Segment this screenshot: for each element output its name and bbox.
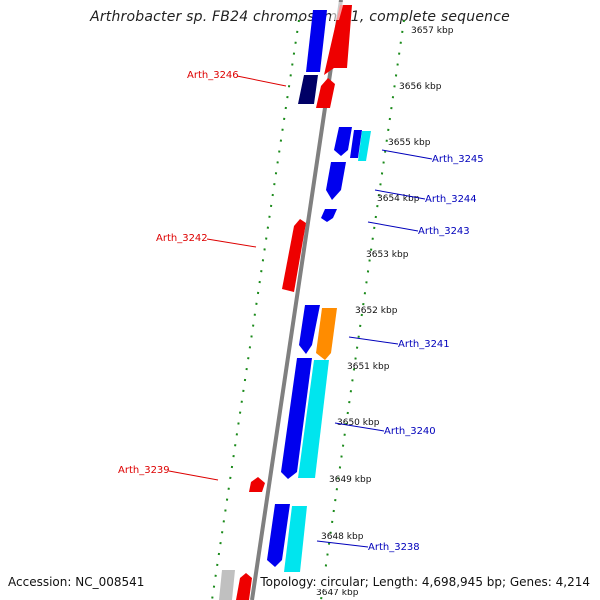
gene-label[interactable]: Arth_3242: [156, 233, 208, 244]
gene-arrow[interactable]: [298, 360, 329, 478]
accession-text: Accession: NC_008541: [8, 575, 145, 589]
gene-arrow[interactable]: [249, 477, 265, 492]
scale-label: 3657 kbp: [411, 26, 454, 36]
gene-label[interactable]: Arth_3239: [118, 465, 170, 476]
gene-arrow[interactable]: [326, 162, 346, 200]
gene-label[interactable]: Arth_3241: [398, 339, 450, 350]
gene-label[interactable]: Arth_3246: [187, 70, 239, 81]
gene-label[interactable]: Arth_3244: [425, 194, 477, 205]
gene-arrow[interactable]: [324, 5, 352, 75]
scale-label: 3654 kbp: [377, 194, 420, 204]
scale-label: 3651 kbp: [347, 362, 390, 372]
gene-arrow[interactable]: [298, 75, 318, 104]
gene-arrow[interactable]: [316, 78, 335, 108]
scale-label: 3648 kbp: [321, 532, 364, 542]
gene-arrow[interactable]: [281, 358, 312, 479]
gene-arrow[interactable]: [282, 219, 306, 292]
gene-arrow[interactable]: [306, 10, 327, 72]
gene-arrow[interactable]: [299, 305, 320, 354]
scale-label: 3655 kbp: [388, 138, 431, 148]
topology-summary: Topology: circular; Length: 4,698,945 bp…: [260, 575, 590, 589]
gene-arrow[interactable]: [350, 130, 362, 158]
gene-label[interactable]: Arth_3245: [432, 154, 484, 165]
gene-arrow[interactable]: [219, 570, 235, 600]
scale-label: 3652 kbp: [355, 306, 398, 316]
scale-label: 3653 kbp: [366, 250, 409, 260]
gene-arrow[interactable]: [321, 209, 337, 222]
forward-gene-labels: Arth_3246 Arth_3242 Arth_3239: [118, 70, 287, 481]
gene-label[interactable]: Arth_3240: [384, 426, 436, 437]
reverse-gene-labels: Arth_3245 Arth_3244 Arth_3243 Arth_3241 …: [316, 149, 484, 553]
scale-label: 3650 kbp: [337, 418, 380, 428]
gene-arrow[interactable]: [358, 131, 371, 161]
gene-arrow[interactable]: [316, 308, 337, 360]
gene-arrow[interactable]: [330, 2, 344, 20]
gene-label[interactable]: Arth_3243: [418, 226, 470, 237]
scale-label: 3647 kbp: [316, 588, 359, 598]
scale-label: 3649 kbp: [329, 475, 372, 485]
scale-labels: 3657 kbp 3656 kbp 3655 kbp 3654 kbp 3653…: [316, 26, 454, 598]
scale-label: 3656 kbp: [399, 82, 442, 92]
gene-label[interactable]: Arth_3238: [368, 542, 420, 553]
gene-arrow[interactable]: [267, 504, 290, 567]
gene-arrow[interactable]: [236, 573, 252, 600]
gene-arrow[interactable]: [284, 506, 307, 572]
gene-arrow[interactable]: [334, 127, 352, 156]
